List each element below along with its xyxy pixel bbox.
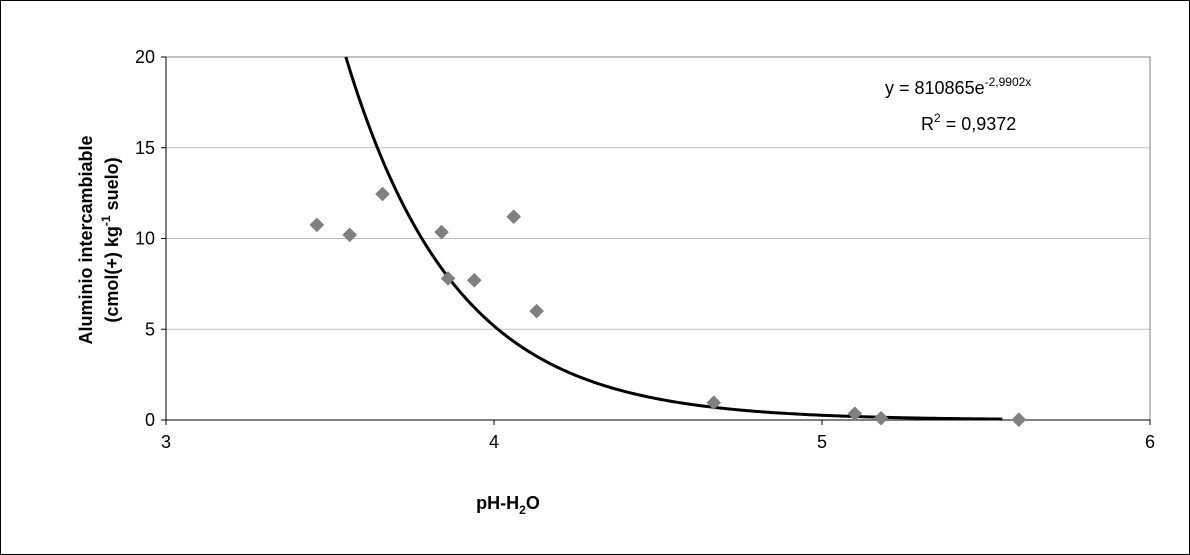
- gridlines: [166, 56, 1150, 330]
- axes: [161, 56, 1151, 425]
- trendline-r2: R2 = 0,9372: [921, 111, 1016, 134]
- y-tick-label: 15: [135, 138, 155, 158]
- x-axis-title: pH-H2O: [476, 493, 540, 517]
- data-point: [342, 227, 358, 243]
- data-point: [466, 272, 482, 288]
- data-point: [434, 224, 449, 240]
- y-axis-title-group: Aluminio intercambiable (cmol(+) kg-1 su…: [76, 135, 122, 344]
- data-point: [375, 186, 390, 202]
- trendline-group: [344, 56, 1003, 421]
- x-tick-label: 5: [817, 432, 827, 452]
- y-tick-label: 5: [145, 319, 155, 339]
- data-point: [847, 406, 863, 422]
- y-tick-label: 0: [145, 410, 155, 430]
- trendline: [344, 56, 1003, 421]
- y-tick-label: 20: [135, 47, 155, 67]
- data-point: [440, 271, 456, 286]
- trendline-equation: y = 810865e-2,9902x: [885, 75, 1031, 98]
- y-axis-title-line1: Aluminio intercambiable: [76, 135, 96, 344]
- x-tick-label: 3: [161, 432, 171, 452]
- data-point: [506, 209, 522, 225]
- data-point: [309, 217, 325, 233]
- data-point: [873, 410, 889, 426]
- data-point: [706, 395, 722, 411]
- x-tick-label: 6: [1145, 432, 1155, 452]
- y-axis-title-line2: (cmol(+) kg-1 suelo): [99, 157, 122, 322]
- y-tick-label: 10: [135, 229, 155, 249]
- data-point: [1011, 412, 1027, 427]
- data-points: [309, 186, 1027, 427]
- data-point: [529, 303, 544, 319]
- x-tick-label: 4: [489, 432, 499, 452]
- tick-labels: 0 5 10 15 20 3 4 5 6: [135, 47, 1155, 452]
